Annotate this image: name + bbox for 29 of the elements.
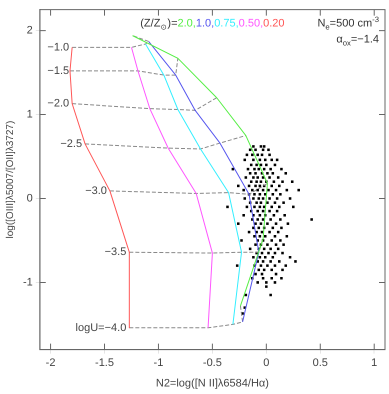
y-axis-title: log([OIII]λ5007/[OII]λ3727) bbox=[4, 120, 16, 239]
annotation: −1.5 bbox=[47, 64, 70, 77]
y-tick-label: 2 bbox=[26, 24, 33, 37]
x-tick-label: -1 bbox=[154, 357, 164, 370]
annotation: −2.0 bbox=[47, 98, 70, 110]
x-tick-label: -2 bbox=[46, 357, 56, 370]
line-series bbox=[72, 35, 150, 48]
x-tick-label: 0.5 bbox=[312, 357, 328, 370]
annotation: −2.5 bbox=[60, 138, 82, 150]
x-axis-title: N2=log([N II]λ6584/Hα) bbox=[156, 377, 269, 390]
annotation: −1.0 bbox=[47, 41, 70, 54]
y-tick-label: -1 bbox=[23, 276, 33, 288]
y-tick-label: 1 bbox=[26, 108, 33, 121]
line-series bbox=[84, 135, 246, 150]
text: 1.0, bbox=[196, 18, 214, 30]
annotation: logU=−4.0 bbox=[76, 322, 126, 334]
annotation: −3.5 bbox=[104, 246, 126, 258]
text: 0.75, bbox=[214, 18, 239, 30]
x-tick-label: 1 bbox=[371, 357, 378, 370]
line-series bbox=[72, 97, 218, 111]
line-series bbox=[128, 305, 244, 328]
annotation: −3.0 bbox=[85, 184, 107, 197]
text: 0.20 bbox=[263, 18, 285, 30]
x-tick-label: -1.5 bbox=[95, 357, 114, 370]
text: 2.0, bbox=[177, 18, 196, 30]
y-tick-label: 0 bbox=[26, 192, 33, 205]
x-tick-label: -0.5 bbox=[202, 357, 222, 370]
x-tick-label: 0 bbox=[263, 357, 270, 370]
text: 0.50, bbox=[238, 18, 264, 30]
